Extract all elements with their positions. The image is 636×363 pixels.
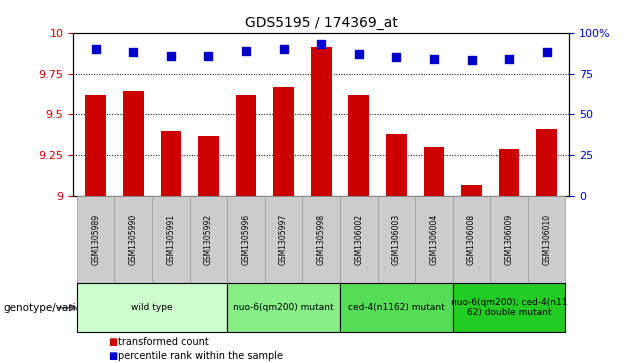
Text: GSM1305997: GSM1305997 (279, 214, 288, 265)
Bar (461, 184, 482, 196)
Point (204, 53, 214, 58)
Point (429, 56, 439, 62)
Text: GSM1306008: GSM1306008 (467, 214, 476, 265)
Text: GSM1306002: GSM1306002 (354, 214, 363, 265)
Title: GDS5195 / 174369_at: GDS5195 / 174369_at (245, 16, 398, 30)
Text: GSM1306004: GSM1306004 (429, 214, 438, 265)
Point (128, 49, 139, 55)
Point (354, 51, 364, 57)
Bar (386, 134, 406, 196)
Bar (198, 136, 219, 196)
Text: ■: ■ (108, 351, 118, 361)
Bar (236, 95, 256, 196)
Text: GSM1305990: GSM1305990 (128, 214, 138, 265)
Bar (349, 95, 369, 196)
Point (279, 46, 289, 52)
Point (391, 54, 401, 60)
Bar (311, 47, 331, 196)
Text: GSM1306009: GSM1306009 (504, 214, 514, 265)
Text: ced-4(n1162) mutant: ced-4(n1162) mutant (348, 303, 445, 312)
Bar (123, 91, 144, 196)
Text: wild type: wild type (131, 303, 173, 312)
Text: nuo-6(qm200); ced-4(n11
62) double mutant: nuo-6(qm200); ced-4(n11 62) double mutan… (451, 298, 567, 317)
Point (316, 41, 326, 47)
Point (466, 57, 476, 63)
Text: percentile rank within the sample: percentile rank within the sample (118, 351, 282, 361)
Bar (499, 149, 520, 196)
Text: GSM1305998: GSM1305998 (317, 214, 326, 265)
Text: GSM1305996: GSM1305996 (242, 214, 251, 265)
Text: ■: ■ (108, 337, 118, 347)
Point (166, 53, 176, 58)
Bar (273, 87, 294, 196)
Point (241, 48, 251, 54)
Text: GSM1306010: GSM1306010 (542, 214, 551, 265)
Text: GSM1306003: GSM1306003 (392, 214, 401, 265)
Point (504, 56, 514, 62)
Bar (160, 131, 181, 196)
Text: GSM1305992: GSM1305992 (204, 214, 213, 265)
Bar (536, 129, 557, 196)
Text: genotype/variation: genotype/variation (3, 303, 102, 313)
Bar (424, 147, 445, 196)
Text: nuo-6(qm200) mutant: nuo-6(qm200) mutant (233, 303, 334, 312)
Text: GSM1305991: GSM1305991 (167, 214, 176, 265)
Point (542, 49, 552, 55)
Point (90, 46, 100, 52)
Text: transformed count: transformed count (118, 337, 209, 347)
Text: GSM1305989: GSM1305989 (91, 214, 100, 265)
Bar (85, 95, 106, 196)
